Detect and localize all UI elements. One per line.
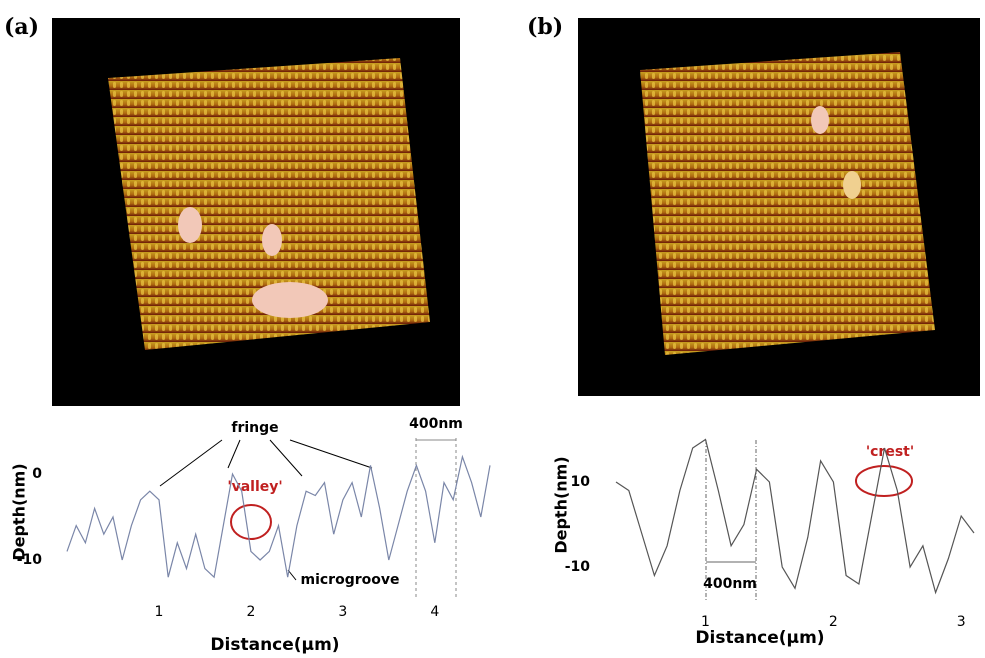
y-tick-label: 10 — [571, 474, 591, 490]
x-tick-label: 2 — [246, 604, 255, 620]
annotation-shapes — [159, 438, 913, 600]
annotation: 400nm — [409, 416, 463, 432]
x-tick-label: 3 — [338, 604, 347, 620]
y-tick-label: 0 — [32, 466, 42, 482]
annotation: microgroove — [301, 572, 400, 588]
x-tick-label: 1 — [701, 614, 710, 630]
afm-image-a — [52, 18, 460, 406]
y-tick-label: -10 — [565, 559, 591, 575]
y-axis-title: Depth(nm) — [552, 456, 571, 553]
x-tick-label: 4 — [430, 604, 439, 620]
panel-label: (a) — [4, 14, 39, 40]
annotation: 'crest' — [866, 444, 914, 460]
x-axis-title: Distance(μm) — [210, 635, 339, 654]
profile-line — [66, 454, 491, 579]
x-tick-label: 3 — [957, 614, 966, 630]
panel-label: (b) — [527, 14, 563, 40]
y-tick-label: -10 — [17, 552, 43, 568]
x-axis-title: Distance(μm) — [695, 628, 824, 648]
annotation: 'valley' — [227, 479, 282, 495]
afm-image-b — [578, 18, 980, 396]
y-axis-title: Depth(nm) — [10, 463, 29, 560]
annotation: 400nm — [703, 576, 757, 592]
annotation: fringe — [231, 420, 278, 436]
x-tick-label: 1 — [154, 604, 163, 620]
x-tick-label: 2 — [829, 614, 838, 630]
profile-line — [615, 438, 975, 595]
